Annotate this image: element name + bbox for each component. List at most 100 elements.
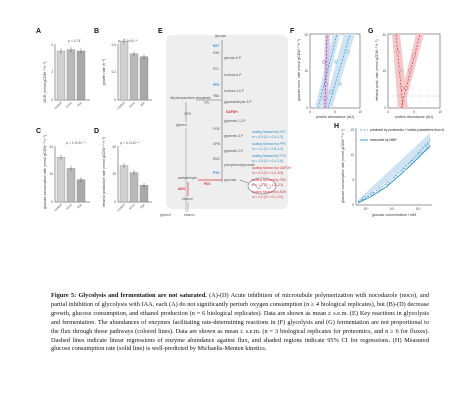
metabolite-fbp: fructose-1,6-P — [224, 89, 244, 93]
panel-c-ytick-2: 20 — [49, 145, 53, 149]
enzyme-pdc: PDC — [204, 182, 211, 186]
data-point — [396, 50, 400, 54]
enzyme-eno: ENO — [213, 157, 220, 161]
panel-a-cat-1: noco — [65, 101, 73, 109]
panel-f-xtick-0: 0 — [309, 110, 311, 114]
panel-f-ytick-2: 20 — [304, 33, 308, 37]
panel-b-cat-1: noco — [128, 101, 136, 109]
bar-control — [119, 41, 129, 101]
panel-d-bars — [119, 163, 149, 203]
panel-a-ytick-1: 2 — [51, 70, 53, 74]
data-point — [418, 152, 422, 156]
panel-c-label: C — [36, 128, 41, 135]
panel-d: D p = 6.3×10⁻⁸ ethanol production rate (… — [94, 128, 152, 212]
panel-a-bars — [56, 47, 86, 101]
enzyme-gpd: GPD — [184, 112, 192, 116]
panel-f-ylabel: glucose cons. rate (mmol gCDW⁻¹ h⁻¹) — [297, 39, 301, 101]
panel-c-pvalue: p = 1.8×10⁻⁸ — [65, 141, 86, 145]
panel-g-ytick-2: 20 — [382, 33, 386, 37]
panel-h-ytick-2: 10 — [350, 153, 354, 157]
bar-IAA — [76, 179, 86, 203]
enzyme-gpm: GPM — [213, 142, 221, 146]
panel-g-ytick-0: 0 — [384, 106, 386, 110]
cell-box — [166, 35, 288, 209]
data-point — [412, 54, 416, 58]
panel-d-ylabel: ethanol production rate (mmol gCDW⁻¹ h⁻¹… — [102, 137, 106, 207]
panel-a-ylabel: OCR (mmol gCDW⁻¹ h⁻¹) — [43, 62, 47, 103]
panel-h-ylabel: glucose consumption rate (mmol gCDW⁻¹ h⁻… — [341, 129, 345, 203]
panel-d-cat-1: noco — [128, 203, 136, 211]
panel-f-xtick-1: 5 — [334, 110, 336, 114]
metabolite-13bpg: glycerate-1,3-P — [224, 119, 246, 123]
bar-noco — [129, 53, 139, 101]
panel-b-ytick-0: 0 — [114, 98, 116, 102]
scaling-pdc-fit: m = 1.7 (CI = 1.2–2.3) — [252, 183, 283, 187]
panel-f-points — [322, 50, 350, 100]
panel-d-label: D — [94, 128, 99, 135]
h-legend-measured: measured by NMR — [370, 138, 397, 142]
f-ci-band-purple — [323, 34, 330, 108]
panel-f-label: F — [290, 28, 295, 35]
data-point — [404, 86, 408, 90]
bar-noco — [66, 168, 76, 203]
panel-c-cat-2: IAA — [76, 202, 83, 209]
data-point — [362, 196, 366, 200]
scaling-pyk: scaling followed by PYK — [252, 154, 287, 158]
panel-h-xlabel: glucose concentration / mM — [372, 213, 416, 217]
panel-h-xtick-1: 10¹ — [390, 207, 395, 211]
data-point — [334, 60, 338, 64]
scaling-adh: scaling followed by ADH — [252, 190, 287, 194]
panel-b-label: B — [94, 28, 99, 35]
scaling-pyk-fit: m = 1.0 (CI = 0.4–1.6) — [252, 159, 283, 163]
caption-text: (A)-(D) Acute inhibition of microtubule … — [51, 292, 430, 353]
panel-h-ytick-0: 0 — [352, 203, 354, 207]
panel-d-ytick-1: 20 — [112, 172, 116, 176]
enzyme-fba: FBA — [213, 94, 220, 98]
scaling-legend: scaling followed by HXT m = 0.9 (CI = 0.… — [252, 130, 292, 199]
panel-d-cat-0: control — [116, 203, 126, 213]
metabolite-pep: phosphoenolpyruvate — [224, 163, 255, 167]
data-point — [426, 144, 430, 148]
panel-a: A p = 0.74 OCR (mmol gCDW⁻¹ h⁻¹) 0 2 4 c… — [36, 28, 90, 110]
panel-h-xtick-0: 10⁰ — [364, 207, 370, 211]
scaling-pfk-fit: m = 1.1 (CI = 0.8–1.3) — [252, 147, 283, 151]
metabolite-ethanol: ethanol — [182, 197, 193, 201]
metabolite-2pg: glycerate-2-P — [224, 149, 243, 153]
scaling-hxt-fit: m = 0.9 (CI = 0.6–1.3) — [252, 135, 283, 139]
data-point — [410, 160, 414, 164]
panel-h-ytick-1: 5 — [352, 178, 354, 182]
panel-b-ylabel: growth rate (h⁻¹) — [102, 59, 106, 85]
panel-b-pvalue: p = 1.6×10⁻⁵ — [117, 39, 138, 43]
panel-h-points — [362, 144, 430, 200]
panel-f-ytick-1: 10 — [304, 69, 308, 73]
scaling-hxt: scaling followed by HXT — [252, 130, 286, 134]
metabolite-g6p: glucose-6-P — [224, 56, 241, 60]
scaling-gapdh: scaling followed by GAPDH — [252, 166, 292, 170]
panel-e: E glucose glucose-6-P fructose-6-P fruct… — [158, 28, 288, 217]
metabolite-dhap: dihydroxyacetone phosphate — [170, 96, 211, 100]
data-point — [378, 187, 382, 191]
panel-g-xlabel: protein abundance (AU) — [395, 115, 433, 119]
panel-a-label: A — [36, 28, 41, 35]
bar-control — [56, 157, 66, 203]
panel-d-ytick-2: 40 — [112, 145, 116, 149]
data-point — [398, 68, 402, 72]
panel-c-ylabel: glucose consumption rate (mmol gCDW⁻¹ h⁻… — [43, 135, 47, 209]
panel-g: G ethanol prod. rate (mmol gCDW⁻¹ h⁻¹) 0… — [368, 28, 442, 119]
h-legend-predicted: predicted by proteomics + kinetic parame… — [370, 128, 445, 132]
panel-f: F glucose cons. rate (mmol gCDW⁻¹ h⁻¹) 0… — [290, 28, 362, 119]
bottom-label-glycerol: glycerol — [160, 213, 171, 217]
figure-graphic: A p = 0.74 OCR (mmol gCDW⁻¹ h⁻¹) 0 2 4 c… — [36, 28, 445, 217]
enzyme-hxk: HXK — [213, 51, 220, 55]
caption-title: Glycolysis and fermentation are not satu… — [78, 292, 207, 299]
panel-c-ytick-1: 10 — [49, 172, 53, 176]
metabolite-glucose-top: glucose — [215, 34, 226, 38]
panel-g-xtick-0: 0 — [387, 110, 389, 114]
metabolite-acetaldehyde: acetaldehyde — [178, 176, 197, 180]
data-point — [408, 68, 412, 72]
caption-figure-label: Figure 5: — [51, 292, 77, 299]
panel-e-label: E — [158, 28, 163, 35]
panel-g-ylabel: ethanol prod. rate (mmol gCDW⁻¹ h⁻¹) — [375, 39, 379, 100]
bar-IAA — [139, 185, 149, 203]
panel-c-cat-0: control — [53, 203, 63, 213]
